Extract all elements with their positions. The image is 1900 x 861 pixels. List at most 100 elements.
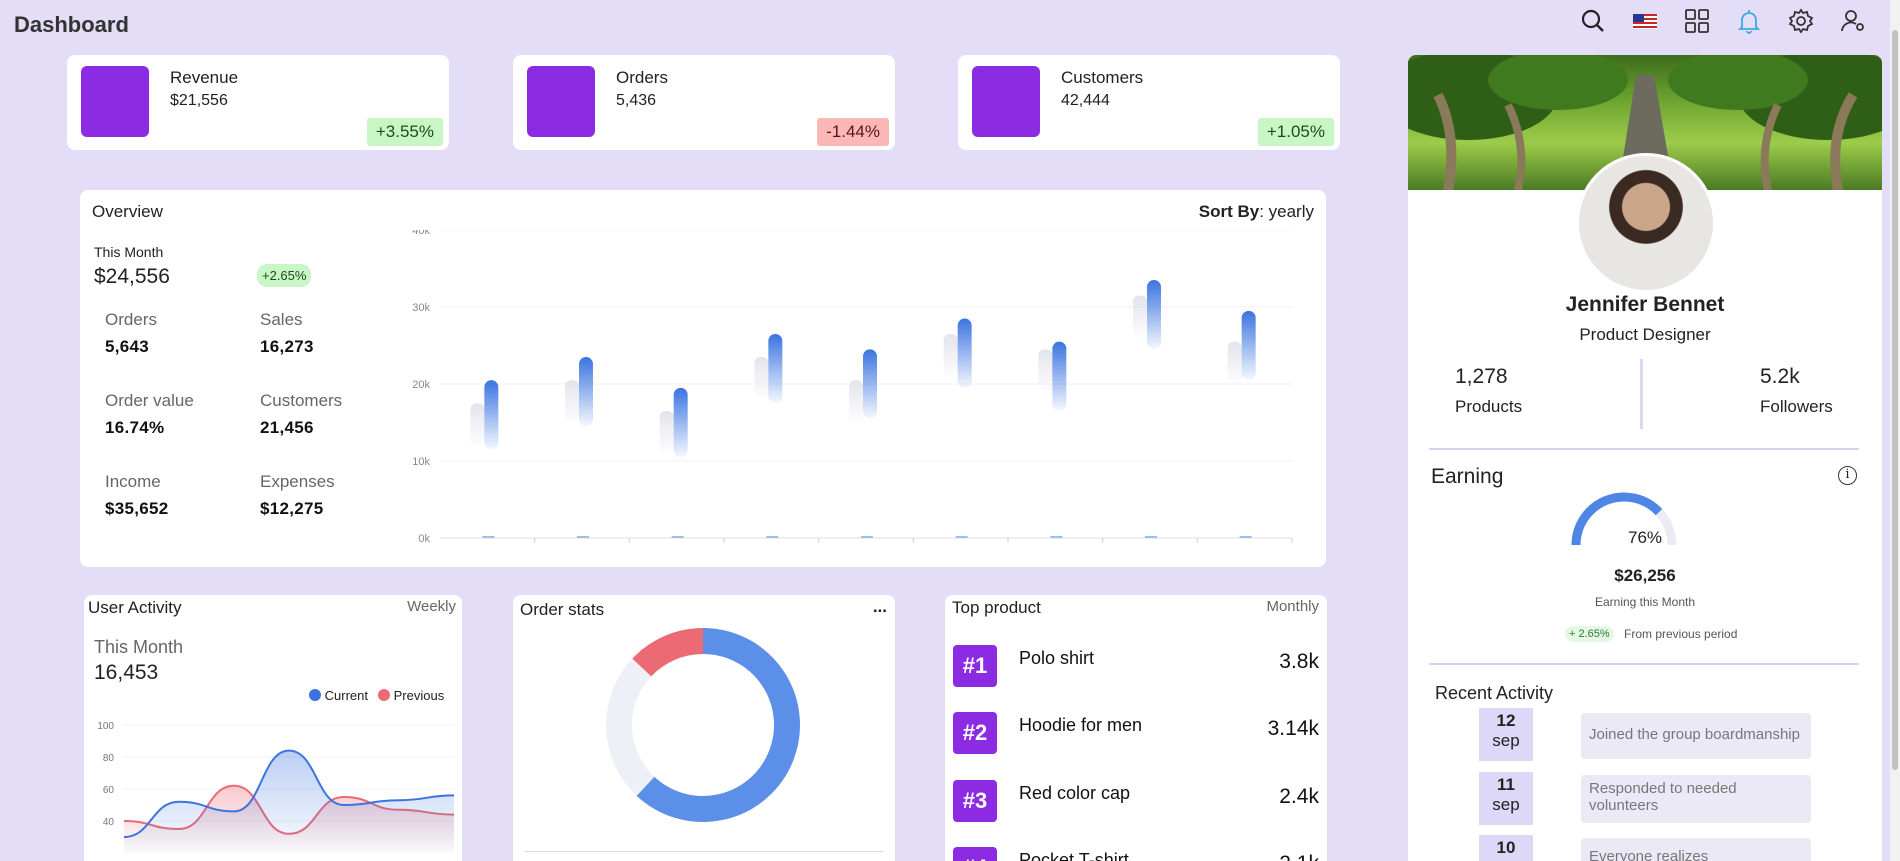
top-product-card: Top product Monthly #1 Polo shirt 3.8k #… <box>945 595 1327 861</box>
bar-base <box>1050 536 1063 538</box>
bar-current <box>957 318 972 388</box>
profile-name: Jennifer Bennet <box>1565 293 1725 316</box>
activity-text[interactable]: Everyone realizes <box>1581 838 1811 861</box>
stat-change-badge: +3.55% <box>366 118 443 146</box>
user-settings-icon[interactable] <box>1840 8 1866 34</box>
grid-icon[interactable] <box>1684 8 1710 34</box>
recent-activity-title: Recent Activity <box>1435 683 1554 703</box>
y-tick-label: 20k <box>412 379 430 391</box>
profile-panel: Jennifer Bennet Product Designer 1,278 P… <box>1408 55 1882 861</box>
orders-icon <box>527 66 595 137</box>
stat-value: $21,556 <box>170 92 228 109</box>
bar-current <box>1147 280 1161 350</box>
order-stats-card: Order stats ... <box>513 595 895 861</box>
y-tick-label: 30k <box>412 302 430 314</box>
gauge-fill <box>1571 492 1663 546</box>
products-label: Products <box>1455 397 1523 416</box>
more-menu-icon[interactable]: ... <box>872 597 887 616</box>
user-activity-value: 16,453 <box>94 661 159 684</box>
user-activity-period[interactable]: Weekly <box>407 598 456 615</box>
bar-previous <box>943 333 958 377</box>
rank-badge: #2 <box>953 712 997 754</box>
user-activity-card: User Activity Weekly This Month 16,453 C… <box>84 595 462 861</box>
donut-slice <box>636 628 800 822</box>
metric-label: Expenses <box>260 472 335 491</box>
stat-label: Revenue <box>170 68 239 87</box>
product-name[interactable]: Polo shirt <box>1019 648 1095 668</box>
order-stats-title: Order stats <box>520 600 605 619</box>
stat-card-customers[interactable]: Customers 42,444 +1.05% <box>958 55 1340 150</box>
earning-title: Earning <box>1431 465 1504 488</box>
activity-month: sep <box>1492 795 1520 814</box>
bar-previous <box>565 380 579 423</box>
divider <box>1429 663 1859 665</box>
stat-card-revenue[interactable]: Revenue $21,556 +3.55% <box>67 55 449 150</box>
stat-card-orders[interactable]: Orders 5,436 -1.44% <box>513 55 895 150</box>
scrollbar-thumb[interactable] <box>1892 30 1898 770</box>
bell-icon[interactable] <box>1736 8 1762 34</box>
bar-previous <box>1227 341 1242 384</box>
metric-label: Orders <box>105 310 157 329</box>
bar-base <box>766 536 779 538</box>
product-name[interactable]: Pocket T-shirt <box>1019 850 1129 861</box>
stat-change-badge: -1.44% <box>817 118 889 146</box>
donut-slice <box>632 628 704 677</box>
activity-day: 11 <box>1497 775 1515 794</box>
gear-icon[interactable] <box>1788 8 1814 34</box>
bar-base <box>861 536 873 538</box>
earning-gauge <box>1571 492 1677 546</box>
product-value: 3.8k <box>1279 650 1319 673</box>
bar-current <box>768 333 783 404</box>
chart-legend: Current Previous <box>309 688 444 703</box>
sort-by-label: Sort By <box>1198 202 1260 221</box>
stats-divider <box>1640 359 1643 429</box>
sort-by-control[interactable]: Sort By: yearly <box>1199 202 1314 222</box>
bar-current <box>1052 341 1067 411</box>
sort-by-value: : yearly <box>1259 202 1314 221</box>
avatar[interactable] <box>1576 153 1716 293</box>
activity-text[interactable]: Joined the group boardmanship <box>1581 713 1811 759</box>
legend-current-label: Current <box>324 688 368 703</box>
user-activity-area-chart: 40 60 80 100 <box>97 721 455 853</box>
activity-date: 10 sep <box>1479 835 1533 861</box>
overview-title: Overview <box>92 202 163 221</box>
followers-count: 5.2k <box>1760 365 1800 388</box>
top-product-title: Top product <box>952 598 1041 617</box>
search-icon[interactable] <box>1580 8 1606 34</box>
product-name[interactable]: Hoodie for men <box>1019 715 1143 735</box>
stat-label: Customers <box>1061 68 1144 87</box>
order-stats-donut-chart <box>606 628 800 822</box>
top-toolbar <box>1580 8 1866 34</box>
product-value: 2.1k <box>1279 852 1319 861</box>
top-product-period[interactable]: Monthly <box>1266 598 1319 615</box>
stat-value: 5,436 <box>616 92 657 109</box>
activity-date: 12 sep <box>1479 708 1533 761</box>
product-value: 2.4k <box>1279 785 1319 808</box>
user-activity-title: User Activity <box>88 598 182 617</box>
divider <box>525 851 883 852</box>
bar-previous <box>849 380 863 423</box>
metric-label: Sales <box>260 310 303 329</box>
overview-card: Overview Sort By: yearly This Month $24,… <box>80 190 1326 567</box>
products-count: 1,278 <box>1455 365 1508 388</box>
activity-month: sep <box>1479 858 1533 861</box>
legend-previous: Previous <box>377 688 444 703</box>
bar-base <box>955 536 968 538</box>
activity-month: sep <box>1492 731 1520 750</box>
bar-base <box>671 536 684 538</box>
info-icon[interactable]: i <box>1838 466 1857 485</box>
bar-base <box>482 536 495 538</box>
activity-text[interactable]: Responded to needed volunteers <box>1581 775 1811 823</box>
us-flag-icon[interactable] <box>1632 8 1658 34</box>
activity-day: 12 <box>1496 711 1516 730</box>
legend-current: Current <box>309 688 368 703</box>
period-label: This Month <box>94 244 164 260</box>
metric-value: 5,643 <box>105 337 150 356</box>
bar-previous <box>659 410 674 454</box>
metric-label: Customers <box>260 391 343 410</box>
y-tick-label: 40 <box>103 817 115 828</box>
scrollbar-track[interactable] <box>1890 0 1900 861</box>
divider <box>1429 448 1859 450</box>
product-name[interactable]: Red color cap <box>1019 783 1131 803</box>
stat-change-badge: +1.05% <box>1257 118 1334 146</box>
